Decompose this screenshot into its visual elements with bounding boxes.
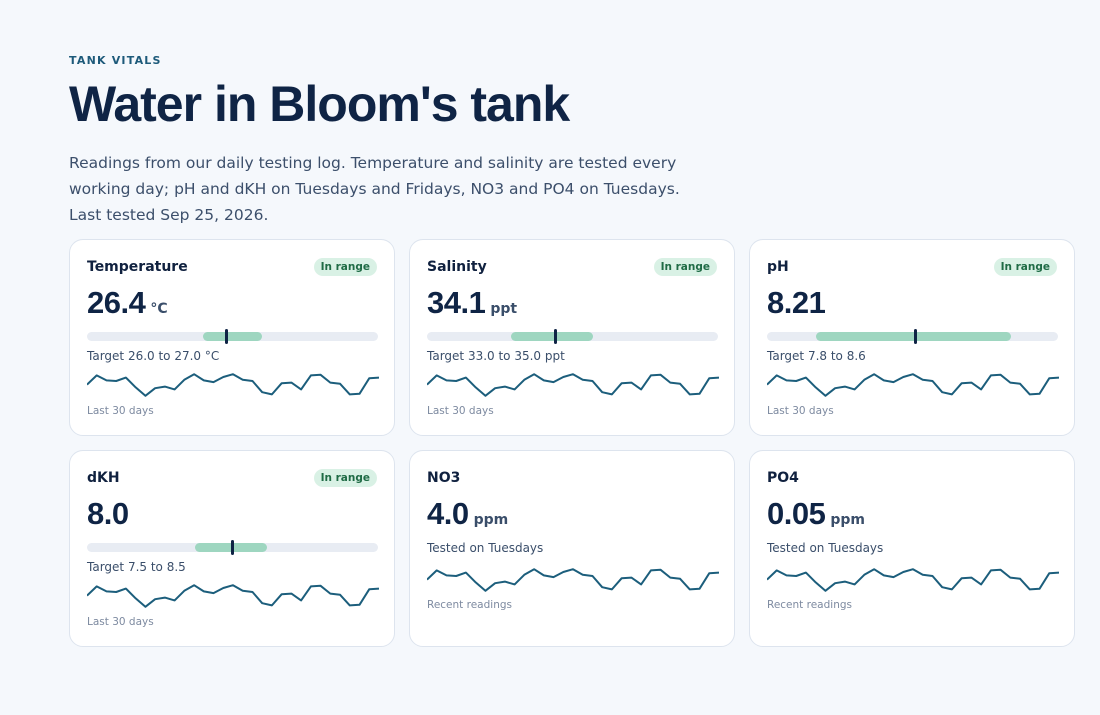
reading-value: 26.4 bbox=[87, 285, 146, 320]
current-value-marker bbox=[553, 329, 557, 344]
sparkline-line bbox=[767, 568, 1059, 592]
target-text: Target 26.0 to 27.0 °C bbox=[87, 349, 220, 363]
current-value-marker bbox=[225, 329, 229, 344]
card-title: Temperature bbox=[87, 259, 188, 275]
sparkline-caption: Last 30 days bbox=[87, 616, 154, 628]
sparkline-caption: Last 30 days bbox=[767, 405, 834, 417]
schedule-text: Tested on Tuesdays bbox=[427, 541, 544, 555]
sparkline-caption: Recent readings bbox=[427, 599, 512, 611]
current-value-marker bbox=[913, 329, 917, 344]
reading-value: 0.05 bbox=[767, 496, 826, 531]
sparkline-caption: Last 30 days bbox=[87, 405, 154, 417]
sparkline bbox=[767, 373, 1059, 397]
card-title: PO4 bbox=[767, 470, 799, 486]
schedule-text: Tested on Tuesdays bbox=[767, 541, 884, 555]
reading-value: 8.0 bbox=[87, 496, 129, 531]
card-po4: PO4 0.05 ppm Tested on Tuesdays Recent r… bbox=[749, 450, 1075, 647]
range-bar bbox=[767, 329, 1058, 344]
card-temperature: Temperature In range 26.4 °C Target 26.0… bbox=[69, 239, 395, 436]
reading-unit: °C bbox=[150, 301, 168, 317]
status-badge: In range bbox=[993, 258, 1057, 276]
reading-value: 34.1 bbox=[427, 285, 486, 320]
reading-unit: ppm bbox=[830, 512, 865, 528]
sparkline-line bbox=[87, 373, 379, 397]
sparkline-line bbox=[87, 584, 379, 608]
card-no3: NO3 4.0 ppm Tested on Tuesdays Recent re… bbox=[409, 450, 735, 647]
status-badge: In range bbox=[653, 258, 717, 276]
page-title: Water in Bloom's tank bbox=[69, 76, 570, 132]
card-dkh: dKH In range 8.0 Target 7.5 to 8.5 Last … bbox=[69, 450, 395, 647]
intro-text: Readings from our daily testing log. Tem… bbox=[69, 154, 680, 224]
range-bar bbox=[427, 329, 718, 344]
status-badge: In range bbox=[313, 469, 377, 487]
sparkline bbox=[87, 584, 379, 608]
sparkline-line bbox=[767, 373, 1059, 397]
target-range-fill bbox=[511, 332, 593, 341]
current-value-marker bbox=[231, 540, 234, 555]
range-bar bbox=[87, 329, 378, 344]
reading-value: 8.21 bbox=[767, 285, 826, 320]
reading-unit: ppm bbox=[473, 512, 509, 528]
vitals-grid: Temperature In range 26.4 °C Target 26.0… bbox=[69, 239, 1075, 647]
card-salinity: Salinity In range 34.1 ppt Target 33.0 t… bbox=[409, 239, 735, 436]
sparkline bbox=[767, 568, 1059, 592]
target-text: Target 33.0 to 35.0 ppt bbox=[427, 349, 565, 363]
range-bar bbox=[87, 540, 378, 555]
card-ph: pH In range 8.21 Target 7.8 to 8.6 Last … bbox=[749, 239, 1075, 436]
target-text: Target 7.8 to 8.6 bbox=[767, 349, 866, 363]
page: TANK VITALS Water in Bloom's tank Readin… bbox=[69, 54, 1076, 647]
sparkline-caption: Last 30 days bbox=[427, 405, 494, 417]
sparkline bbox=[427, 373, 719, 397]
sparkline-caption: Recent readings bbox=[767, 599, 852, 611]
eyebrow-label: TANK VITALS bbox=[69, 54, 162, 67]
card-title: dKH bbox=[87, 470, 120, 486]
card-title: pH bbox=[767, 259, 789, 275]
reading-value: 4.0 bbox=[427, 496, 469, 531]
reading-unit: ppt bbox=[490, 301, 518, 317]
sparkline-line bbox=[427, 568, 719, 592]
card-title: Salinity bbox=[427, 259, 487, 275]
sparkline-line bbox=[427, 373, 719, 397]
sparkline bbox=[427, 568, 719, 592]
status-badge: In range bbox=[313, 258, 377, 276]
card-title: NO3 bbox=[427, 470, 461, 486]
sparkline bbox=[87, 373, 379, 397]
target-range-fill bbox=[203, 332, 262, 341]
target-text: Target 7.5 to 8.5 bbox=[87, 560, 186, 574]
